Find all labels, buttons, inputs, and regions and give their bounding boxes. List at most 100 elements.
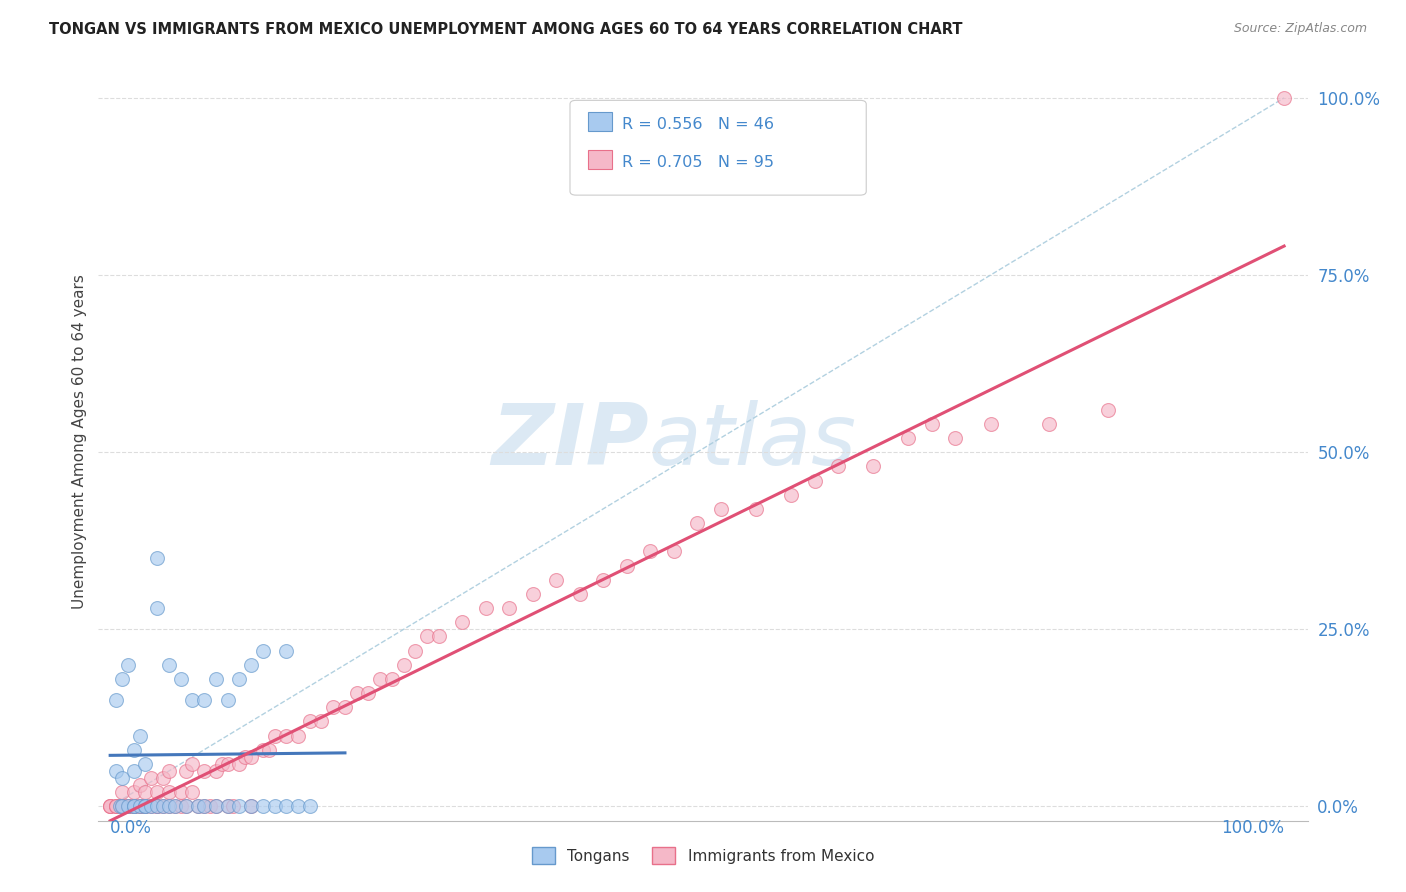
Point	[181, 785, 204, 799]
Point	[152, 799, 174, 814]
Point	[240, 750, 263, 764]
Point	[122, 785, 145, 799]
Point	[416, 629, 439, 643]
Point	[122, 799, 145, 814]
Point	[945, 431, 967, 445]
Point	[146, 799, 169, 814]
Point	[217, 799, 239, 814]
Point	[404, 643, 426, 657]
Point	[117, 799, 139, 814]
Point	[122, 799, 145, 814]
FancyBboxPatch shape	[569, 101, 866, 195]
Point	[105, 764, 128, 778]
Point	[662, 544, 685, 558]
Point	[117, 799, 139, 814]
Point	[187, 799, 209, 814]
Point	[176, 799, 198, 814]
Point	[276, 799, 298, 814]
Point	[141, 799, 163, 814]
Point	[111, 771, 134, 785]
Text: atlas: atlas	[648, 400, 856, 483]
Point	[157, 764, 180, 778]
Point	[108, 799, 131, 814]
Point	[128, 799, 150, 814]
Point	[240, 799, 263, 814]
Point	[240, 799, 263, 814]
Text: ZIP: ZIP	[491, 400, 648, 483]
Point	[780, 488, 803, 502]
Point	[193, 764, 215, 778]
Point	[157, 657, 180, 672]
Point	[134, 785, 156, 799]
Point	[427, 629, 450, 643]
Point	[451, 615, 474, 630]
Point	[111, 799, 134, 814]
Text: 0.0%: 0.0%	[110, 819, 152, 838]
Point	[146, 799, 169, 814]
Point	[257, 743, 280, 757]
Point	[287, 729, 309, 743]
Point	[111, 785, 134, 799]
Point	[141, 799, 163, 814]
Point	[333, 700, 356, 714]
Point	[163, 799, 186, 814]
Point	[217, 693, 239, 707]
Point	[105, 799, 128, 814]
Point	[204, 799, 226, 814]
Point	[152, 799, 174, 814]
Point	[134, 799, 156, 814]
Point	[252, 743, 274, 757]
Point	[217, 756, 239, 771]
Point	[522, 587, 544, 601]
Point	[122, 799, 145, 814]
Point	[157, 799, 180, 814]
Point	[1272, 91, 1295, 105]
Point	[98, 799, 121, 814]
Point	[710, 501, 733, 516]
Point	[111, 799, 134, 814]
Point	[211, 756, 233, 771]
Text: TONGAN VS IMMIGRANTS FROM MEXICO UNEMPLOYMENT AMONG AGES 60 TO 64 YEARS CORRELAT: TONGAN VS IMMIGRANTS FROM MEXICO UNEMPLO…	[49, 22, 963, 37]
Point	[193, 799, 215, 814]
Point	[745, 501, 768, 516]
Point	[252, 643, 274, 657]
Point	[163, 799, 186, 814]
Point	[298, 799, 321, 814]
Point	[169, 672, 191, 686]
Point	[228, 799, 250, 814]
Y-axis label: Unemployment Among Ages 60 to 64 years: Unemployment Among Ages 60 to 64 years	[72, 274, 87, 609]
Point	[169, 799, 191, 814]
Point	[152, 771, 174, 785]
Point	[686, 516, 709, 530]
Point	[134, 799, 156, 814]
Point	[134, 756, 156, 771]
Point	[193, 693, 215, 707]
Point	[117, 657, 139, 672]
Point	[921, 417, 943, 431]
Point	[381, 672, 404, 686]
Point	[98, 799, 121, 814]
Point	[105, 693, 128, 707]
Point	[176, 764, 198, 778]
Point	[298, 714, 321, 729]
Point	[217, 799, 239, 814]
Point	[117, 799, 139, 814]
Point	[228, 672, 250, 686]
Text: R = 0.556   N = 46: R = 0.556 N = 46	[621, 117, 773, 132]
Point	[980, 417, 1002, 431]
Point	[204, 799, 226, 814]
Point	[287, 799, 309, 814]
Point	[128, 799, 150, 814]
Point	[111, 799, 134, 814]
Point	[546, 573, 568, 587]
Point	[122, 799, 145, 814]
Point	[1097, 402, 1119, 417]
Point	[181, 693, 204, 707]
Point	[228, 756, 250, 771]
Point	[141, 771, 163, 785]
Point	[392, 657, 415, 672]
Point	[128, 729, 150, 743]
Point	[122, 799, 145, 814]
Point	[146, 785, 169, 799]
Point	[222, 799, 245, 814]
